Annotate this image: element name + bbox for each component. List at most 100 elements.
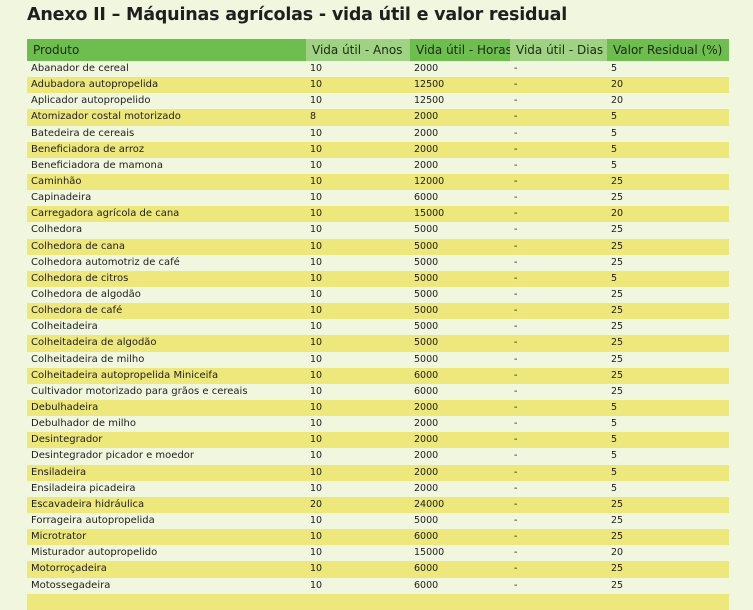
cell-anos: 10	[310, 401, 323, 413]
table-header: Produto Vida útil - Anos Vida útil - Hor…	[27, 39, 729, 61]
table-row: Colhedora de citros 10 5000 - 5	[27, 270, 729, 287]
cell-dias: -	[514, 563, 518, 575]
cell-produto: Colhedora automotriz de café	[31, 256, 180, 268]
cell-horas: 5000	[414, 305, 439, 317]
cell-anos: 10	[310, 208, 323, 220]
cell-horas: 5000	[414, 353, 439, 365]
cell-produto: Aplicador autopropelido	[31, 95, 151, 107]
cell-produto: Colheitadeira autopropelida Miniceifa	[31, 369, 219, 381]
machinery-table: Produto Vida útil - Anos Vida útil - Hor…	[27, 39, 729, 610]
table-row: Colhedora automotriz de café 10 5000 - 25	[27, 254, 729, 271]
cell-anos: 20	[310, 498, 323, 510]
cell-produto: Colheitadeira de algodão	[31, 337, 157, 349]
cell-dias: -	[514, 482, 518, 494]
header-produto: Produto	[27, 39, 306, 61]
cell-anos: 10	[310, 95, 323, 107]
cell-dias: -	[514, 256, 518, 268]
table-row: Debulhador de milho 10 2000 - 5	[27, 416, 729, 433]
cell-horas: 24000	[414, 498, 445, 510]
cell-valor-residual: 5	[611, 63, 618, 74]
cell-horas: 5000	[414, 337, 439, 349]
cell-valor-residual: 25	[611, 337, 624, 349]
cell-produto: Forrageira autopropelida	[31, 514, 155, 526]
table-row: Beneficiadora de mamona 10 2000 - 5	[27, 157, 729, 174]
cell-valor-residual: 25	[611, 256, 624, 268]
table-row	[27, 593, 729, 610]
cell-horas: 2000	[414, 482, 439, 494]
cell-dias: -	[514, 547, 518, 559]
cell-dias: -	[514, 434, 518, 446]
cell-horas: 5000	[414, 321, 439, 333]
cell-horas: 5000	[414, 288, 439, 300]
cell-horas: 6000	[414, 192, 439, 204]
cell-horas: 15000	[414, 547, 445, 559]
cell-dias: -	[514, 240, 518, 252]
cell-produto: Colhedora de algodão	[31, 288, 141, 300]
cell-anos: 10	[310, 563, 323, 575]
cell-produto: Motossegadeira	[31, 579, 111, 591]
cell-dias: -	[514, 79, 518, 91]
table-row: Motorroçadeira 10 6000 - 25	[27, 561, 729, 578]
cell-horas: 5000	[414, 256, 439, 268]
cell-dias: -	[514, 63, 518, 74]
cell-anos: 8	[310, 111, 317, 123]
cell-produto: Desintegrador picador e moedor	[31, 450, 195, 462]
cell-produto: Ensiladeira	[31, 466, 87, 478]
cell-produto: Beneficiadora de arroz	[31, 143, 145, 155]
cell-horas: 6000	[414, 579, 439, 591]
table-row: Escavadeira hidráulica 20 24000 - 25	[27, 496, 729, 513]
cell-horas: 12000	[414, 175, 445, 187]
header-vida-util-anos: Vida útil - Anos	[306, 39, 410, 61]
cell-produto: Carregadora agrícola de cana	[31, 208, 180, 220]
cell-dias: -	[514, 498, 518, 510]
cell-valor-residual: 25	[611, 224, 624, 236]
cell-anos: 10	[310, 579, 323, 591]
table-row: Batedeira de cereais 10 2000 - 5	[27, 125, 729, 142]
cell-dias: -	[514, 111, 518, 123]
cell-horas: 2000	[414, 418, 439, 430]
cell-anos: 10	[310, 547, 323, 559]
cell-produto: Escavadeira hidráulica	[31, 498, 145, 510]
cell-anos: 10	[310, 466, 323, 478]
cell-valor-residual: 20	[611, 208, 624, 220]
cell-produto: Caminhão	[31, 175, 82, 187]
cell-dias: -	[514, 321, 518, 333]
table-row: Microtrator 10 6000 - 25	[27, 529, 729, 546]
header-vida-util-dias: Vida útil - Dias	[510, 39, 607, 61]
cell-produto: Colhedora	[31, 224, 83, 236]
table-row: Colheitadeira autopropelida Miniceifa 10 6…	[27, 367, 729, 384]
cell-produto: Debulhadeira	[31, 401, 99, 413]
cell-valor-residual: 20	[611, 79, 624, 91]
cell-valor-residual: 5	[611, 401, 618, 413]
cell-produto: Misturador autopropelido	[31, 547, 158, 559]
cell-produto: Ensiladeira picadeira	[31, 482, 136, 494]
cell-dias	[510, 594, 607, 610]
cell-anos: 10	[310, 450, 323, 462]
cell-produto: Colhedora de café	[31, 305, 123, 317]
cell-produto: Batedeira de cereais	[31, 127, 135, 139]
cell-anos: 10	[310, 434, 323, 446]
cell-anos	[306, 594, 410, 610]
cell-valor-residual: 5	[611, 111, 618, 123]
cell-horas: 2000	[414, 111, 439, 123]
cell-horas: 5000	[414, 240, 439, 252]
header-vida-util-horas: Vida útil - Horas	[410, 39, 510, 61]
cell-valor-residual: 25	[611, 288, 624, 300]
table-row: Ensiladeira 10 2000 - 5	[27, 464, 729, 481]
cell-dias: -	[514, 224, 518, 236]
cell-valor-residual: 25	[611, 240, 624, 252]
table-row: Cultivador motorizado para grãos e cerea…	[27, 383, 729, 400]
cell-produto: Atomizador costal motorizado	[31, 111, 181, 123]
cell-valor-residual: 20	[611, 547, 624, 559]
cell-anos: 10	[310, 321, 323, 333]
table-row: Colheitadeira de algodão 10 5000 - 25	[27, 335, 729, 352]
cell-valor-residual: 20	[611, 95, 624, 107]
cell-horas: 6000	[414, 369, 439, 381]
table-row: Debulhadeira 10 2000 - 5	[27, 399, 729, 417]
table-body: Abanador de cereal 10 2000 - 5 Adubadora auto…	[27, 61, 729, 610]
cell-valor-residual: 5	[611, 434, 618, 446]
cell-horas: 12500	[414, 95, 445, 107]
cell-valor-residual: 25	[611, 514, 624, 526]
table-row: Colhedora de café 10 5000 - 25	[27, 303, 729, 320]
cell-valor-residual: 5	[611, 466, 618, 478]
